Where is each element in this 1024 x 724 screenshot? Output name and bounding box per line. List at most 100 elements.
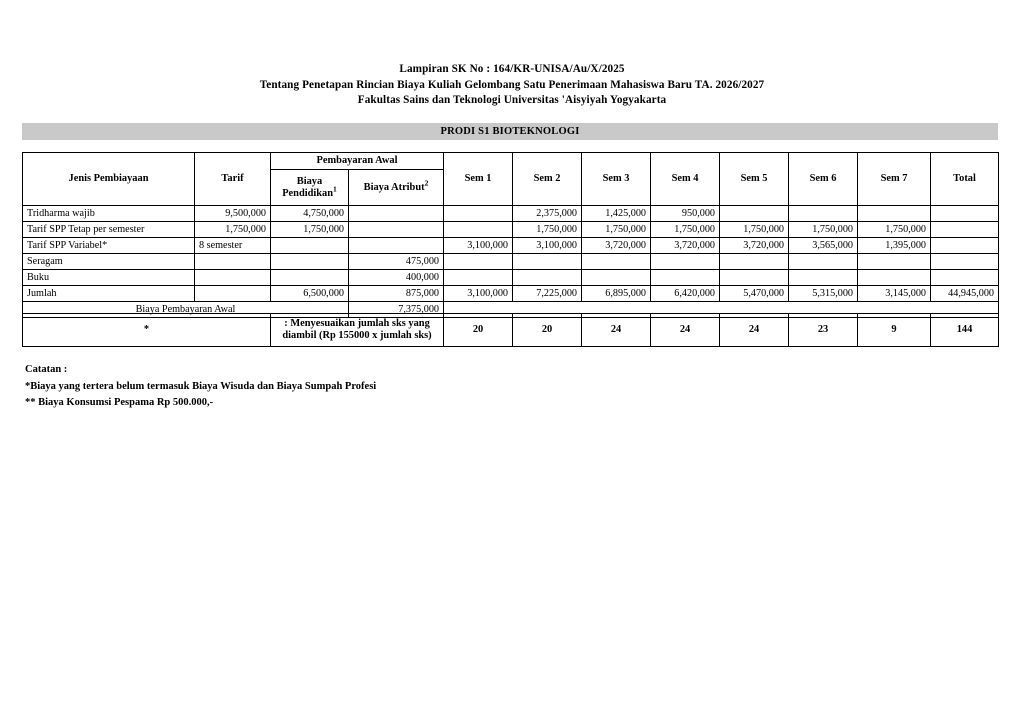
header-sem1: Sem 1	[443, 152, 514, 206]
sks-sem2: 20	[512, 313, 583, 347]
row-biaya-atribut	[347, 221, 445, 238]
sks-sem7: 9	[857, 313, 932, 347]
note-item-2: ** Biaya Konsumsi Pespama Rp 500.000,-	[25, 397, 214, 408]
row-sem4: 1,750,000	[650, 221, 721, 238]
row-tarif: 1,750,000	[194, 221, 271, 238]
program-banner: PRODI S1 BIOTEKNOLOGI	[22, 123, 998, 140]
row-sem2: 3,100,000	[512, 237, 583, 254]
header-biaya-pendidikan-label: Biaya Pendidikan	[282, 175, 334, 199]
row-biaya-pendidikan: 4,750,000	[270, 205, 349, 222]
header-sem3: Sem 3	[581, 152, 652, 206]
table-row: Tridharma wajib 9,500,000 4,750,000 2,37…	[22, 205, 1000, 222]
total-row-tarif	[194, 285, 271, 302]
row-label: Tridharma wajib	[22, 205, 195, 222]
table-row: Buku 400,000	[22, 269, 1000, 286]
row-biaya-atribut	[347, 237, 445, 254]
total-row-sem1: 3,100,000	[443, 285, 514, 302]
row-tarif	[194, 269, 271, 286]
row-sem6	[788, 253, 859, 270]
header-line-2: Tentang Penetapan Rincian Biaya Kuliah G…	[259, 78, 765, 91]
row-total	[930, 253, 1000, 270]
notes-title: Catatan :	[25, 364, 68, 375]
row-sem7	[857, 253, 932, 270]
program-banner-label: PRODI S1 BIOTEKNOLOGI	[440, 126, 580, 137]
header-sem6: Sem 6	[788, 152, 859, 206]
row-sem5: 3,720,000	[719, 237, 790, 254]
header-line-1: Lampiran SK No : 164/KR-UNISA/Au/X/2025	[399, 63, 625, 75]
row-label: Seragam	[22, 253, 195, 270]
row-sem7: 1,395,000	[857, 237, 932, 254]
row-sem3: 1,750,000	[581, 221, 652, 238]
row-sem2: 1,750,000	[512, 221, 583, 238]
sks-sem3: 24	[581, 313, 652, 347]
header-biaya-atribut: Biaya Atribut2	[347, 169, 445, 206]
row-sem7: 1,750,000	[857, 221, 932, 238]
sks-sem1: 20	[443, 313, 514, 347]
row-sem6: 3,565,000	[788, 237, 859, 254]
row-sem7	[857, 269, 932, 286]
header-biaya-pendidikan-superscript: 1	[333, 184, 337, 194]
table-row: Seragam 475,000	[22, 253, 1000, 270]
total-row-biaya-atribut: 875,000	[347, 285, 445, 302]
row-total	[930, 205, 1000, 222]
total-row-biaya-pendidikan: 6,500,000	[270, 285, 349, 302]
header-total: Total	[930, 152, 1000, 206]
row-biaya-pendidikan	[270, 237, 349, 254]
header-sem7: Sem 7	[857, 152, 932, 206]
table-row: Tarif SPP Tetap per semester 1,750,000 1…	[22, 221, 1000, 238]
sks-table-body: * : Menyesuaikan jumlah sks yang diambil…	[21, 313, 1000, 347]
sks-description: : Menyesuaikan jumlah sks yang diambil (…	[270, 313, 445, 347]
row-sem6	[788, 269, 859, 286]
sks-total: 144	[930, 313, 1000, 347]
row-sem4	[650, 269, 721, 286]
row-sem6: 1,750,000	[788, 221, 859, 238]
row-total	[930, 237, 1000, 254]
header-line-3: Fakultas Sains dan Teknologi Universitas…	[357, 94, 667, 106]
sks-marker: *	[21, 313, 272, 347]
row-tarif: 9,500,000	[194, 205, 271, 222]
fee-table-body: Tridharma wajib 9,500,000 4,750,000 2,37…	[22, 205, 1000, 318]
fee-table-header-row-1: Jenis Pembiayaan Tarif Pembayaran Awal S…	[22, 152, 1000, 206]
total-row-sem5: 5,470,000	[719, 285, 790, 302]
row-biaya-pendidikan	[270, 269, 349, 286]
row-sem2	[512, 253, 583, 270]
total-row-sem6: 5,315,000	[788, 285, 859, 302]
total-row-label: Jumlah	[22, 285, 195, 302]
sks-sem6: 23	[788, 313, 859, 347]
row-label: Buku	[22, 269, 195, 286]
row-sem5	[719, 269, 790, 286]
header-tarif: Tarif	[194, 152, 271, 206]
row-sem2	[512, 269, 583, 286]
row-biaya-pendidikan: 1,750,000	[270, 221, 349, 238]
row-biaya-atribut	[347, 205, 445, 222]
fee-table: Jenis Pembiayaan Tarif Pembayaran Awal S…	[22, 152, 1000, 318]
row-sem2: 2,375,000	[512, 205, 583, 222]
total-row-total: 44,945,000	[930, 285, 1000, 302]
row-sem7	[857, 205, 932, 222]
row-sem5	[719, 205, 790, 222]
row-sem4	[650, 253, 721, 270]
row-biaya-atribut: 475,000	[347, 253, 445, 270]
total-row-sem7: 3,145,000	[857, 285, 932, 302]
sks-table-row: * : Menyesuaikan jumlah sks yang diambil…	[21, 313, 1000, 347]
row-sem6	[788, 205, 859, 222]
row-sem5	[719, 253, 790, 270]
fee-table-header-row-2: Biaya Pendidikan1 Biaya Atribut2	[23, 169, 999, 206]
header-biaya-pendidikan: Biaya Pendidikan1	[270, 169, 349, 206]
row-sem1	[443, 269, 514, 286]
table-row: Tarif SPP Variabel* 8 semester 3,100,000…	[22, 237, 1000, 254]
notes-section: Catatan : *Biaya yang tertera belum term…	[25, 362, 725, 412]
note-item-1: *Biaya yang tertera belum termasuk Biaya…	[25, 380, 377, 392]
row-sem1: 3,100,000	[443, 237, 514, 254]
fee-table-head: Jenis Pembiayaan Tarif Pembayaran Awal S…	[22, 152, 1000, 206]
table-row-total: Jumlah 6,500,000 875,000 3,100,000 7,225…	[22, 285, 1000, 302]
row-sem3	[581, 269, 652, 286]
total-row-sem4: 6,420,000	[650, 285, 721, 302]
sks-table: * : Menyesuaikan jumlah sks yang diambil…	[21, 313, 1000, 347]
row-sem1	[443, 253, 514, 270]
row-sem5: 1,750,000	[719, 221, 790, 238]
row-label: Tarif SPP Tetap per semester	[22, 221, 195, 238]
row-biaya-atribut: 400,000	[347, 269, 445, 286]
row-biaya-pendidikan	[270, 253, 349, 270]
